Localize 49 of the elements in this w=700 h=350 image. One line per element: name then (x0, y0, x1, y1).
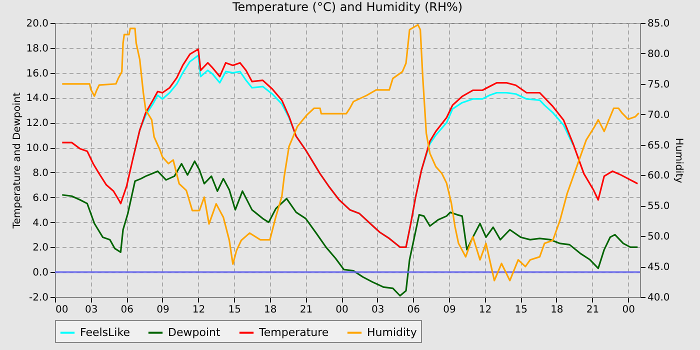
x-tick-label: 06 (407, 304, 420, 316)
y2-tick-label: 75.0 (648, 79, 670, 90)
x-tick-label: 12 (478, 304, 492, 316)
y-tick-label: 2.0 (32, 242, 48, 254)
x-tick-label: 03 (371, 304, 384, 316)
x-tick-label: 00 (56, 304, 68, 316)
x-tick-label: 12 (192, 304, 206, 316)
y-tick-label: 6.0 (32, 192, 48, 204)
y-tick-label: 8.0 (32, 168, 48, 179)
y-tick-label: 4.0 (32, 218, 48, 229)
x-tick-label: 03 (84, 304, 98, 316)
line-series (61, 160, 638, 297)
y-tick-label: 20.0 (26, 18, 48, 30)
legend-label: Temperature (258, 326, 329, 339)
y2-tick-label: 45.0 (648, 262, 670, 274)
y-tick-label: 0.0 (32, 268, 48, 279)
x-tick-label: 18 (550, 304, 564, 316)
chart-title: Temperature (°C) and Humidity (RH%) (231, 0, 463, 14)
x-tick-label: 15 (228, 304, 241, 316)
legend-label: FeelsLike (80, 326, 130, 339)
y2-axis-title: Humidity (672, 138, 684, 184)
y2-tick-label: 85.0 (648, 18, 670, 30)
line-series (61, 24, 640, 282)
y2-tick-label: 70.0 (648, 110, 670, 121)
y2-tick-label: 50.0 (648, 232, 670, 243)
x-tick-label: 21 (300, 304, 313, 316)
y2-tick-label: 40.0 (648, 292, 670, 304)
line-series (61, 48, 638, 248)
x-tick-label: 09 (443, 304, 456, 316)
x-tick-label: 00 (622, 304, 635, 316)
x-tick-label: 09 (156, 304, 170, 316)
x-tick-label: 06 (120, 304, 134, 316)
x-tick-label: 18 (264, 304, 277, 316)
y-tick-label: 14.0 (26, 93, 48, 104)
y-tick-label: 12.0 (26, 118, 48, 130)
y2-tick-label: 55.0 (648, 201, 670, 212)
x-tick-label: 00 (336, 304, 348, 316)
legend-label: Humidity (367, 326, 418, 339)
y-tick-label: 10.0 (26, 143, 48, 154)
y2-tick-label: 60.0 (648, 170, 670, 182)
y2-tick-label: 65.0 (648, 140, 670, 152)
x-tick-label: 21 (586, 304, 600, 316)
y2-tick-label: 80.0 (648, 48, 670, 60)
y-tick-label: 16.0 (26, 68, 48, 80)
x-tick-label: 15 (514, 304, 528, 316)
y-tick-label: 18.0 (26, 43, 48, 54)
y-axis-title: Temperature and Dewpoint (12, 92, 24, 230)
y-tick-label: -2.0 (28, 292, 48, 304)
legend-label: Dewpoint (168, 326, 221, 339)
